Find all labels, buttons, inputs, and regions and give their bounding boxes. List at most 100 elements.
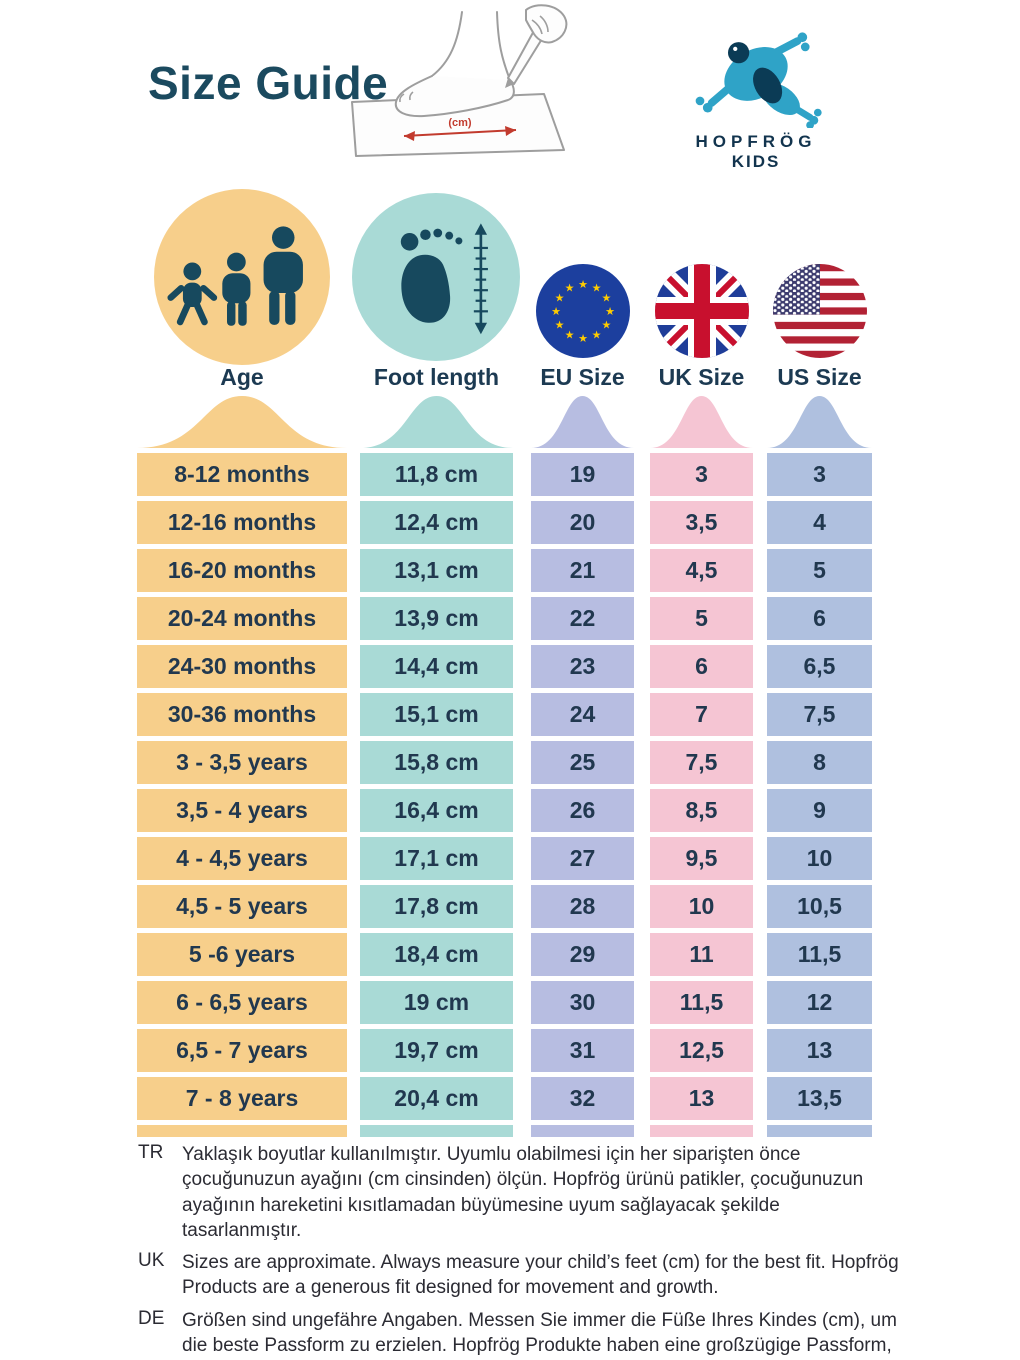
table-cell-foot: 12,4 cm xyxy=(360,501,513,544)
note-uk: UK Sizes are approximate. Always measure… xyxy=(138,1250,902,1301)
table-cell-foot: 19 cm xyxy=(360,981,513,1024)
table-cell-age: 4 - 4,5 years xyxy=(137,837,347,880)
table-cell-uk: 12,5 xyxy=(650,1029,753,1072)
table-cell-eu: 26 xyxy=(531,789,634,832)
column-cells-uk: 3 3,5 4,5 5 6 7 7,5 8,5 9,5 10 11 11,5 12,5 13 xyxy=(650,453,753,1137)
table-cell-partial-eu xyxy=(531,1125,634,1137)
table-cell-partial-age xyxy=(137,1125,347,1137)
table-cell-eu: 28 xyxy=(531,885,634,928)
table-cell-age: 4,5 - 5 years xyxy=(137,885,347,928)
column-foot-length: 11,8 cm 12,4 cm 13,1 cm 13,9 cm 14,4 cm 15,1 … xyxy=(360,396,513,1137)
svg-text:★: ★ xyxy=(555,292,565,305)
table-cell-foot: 17,1 cm xyxy=(360,837,513,880)
table-cell-age: 16-20 months xyxy=(137,549,347,592)
column-cells-eu: 19 20 21 22 23 24 25 26 27 28 29 30 31 32 xyxy=(531,453,634,1137)
table-cell-us: 5 xyxy=(767,549,872,592)
eu-flag-icon: ★ ★ ★ ★ ★ ★ ★ ★ ★ ★ ★ ★ xyxy=(536,264,630,358)
table-cell-uk: 3 xyxy=(650,453,753,496)
foot-ruler-icon xyxy=(400,223,488,335)
table-cell-uk: 8,5 xyxy=(650,789,753,832)
column-cells-foot: 11,8 cm 12,4 cm 13,1 cm 13,9 cm 14,4 cm 15,1 … xyxy=(360,453,513,1137)
table-cell-us: 9 xyxy=(767,789,872,832)
table-cell-us: 8 xyxy=(767,741,872,784)
table-cell-age: 3,5 - 4 years xyxy=(137,789,347,832)
brand-name: HOPFRÖG xyxy=(695,132,817,151)
note-tr: TR Yaklaşık boyutlar kullanılmıştır. Uyu… xyxy=(138,1142,902,1243)
table-cell-uk: 4,5 xyxy=(650,549,753,592)
column-cells-us: 3 4 5 6 6,5 7,5 8 9 10 10,5 11,5 12 13 13,5 xyxy=(767,453,872,1137)
svg-text:★: ★ xyxy=(565,328,575,341)
footnotes: TR Yaklaşık boyutlar kullanılmıştır. Uyu… xyxy=(138,1142,902,1360)
table-cell-eu: 19 xyxy=(531,453,634,496)
table-cell-uk: 10 xyxy=(650,885,753,928)
svg-text:★: ★ xyxy=(592,328,602,341)
table-cell-foot: 17,8 cm xyxy=(360,885,513,928)
svg-text:★: ★ xyxy=(592,282,602,295)
table-cell-uk: 5 xyxy=(650,597,753,640)
table-cell-age: 8-12 months xyxy=(137,453,347,496)
column-label-foot: Foot length xyxy=(373,364,500,390)
table-cell-foot: 16,4 cm xyxy=(360,789,513,832)
column-arch xyxy=(650,396,753,448)
table-cell-age: 20-24 months xyxy=(137,597,347,640)
table-cell-eu: 21 xyxy=(531,549,634,592)
table-cell-foot: 15,1 cm xyxy=(360,693,513,736)
svg-text:★: ★ xyxy=(601,319,611,332)
family-icon xyxy=(167,226,303,326)
note-text: Sizes are approximate. Always measure yo… xyxy=(182,1252,899,1299)
table-cell-age: 7 - 8 years xyxy=(137,1077,347,1120)
table-cell-us: 13,5 xyxy=(767,1077,872,1120)
frog-logo-icon xyxy=(695,32,822,128)
table-cell-uk: 13 xyxy=(650,1077,753,1120)
brand-logo: HOPFRÖG KIDS xyxy=(668,16,844,172)
table-cell-uk: 9,5 xyxy=(650,837,753,880)
column-label-age: Age xyxy=(220,364,264,390)
table-cell-eu: 25 xyxy=(531,741,634,784)
table-cell-age: 6,5 - 7 years xyxy=(137,1029,347,1072)
note-text: Größen sind ungefähre Angaben. Messen Si… xyxy=(182,1309,897,1356)
cm-dimension-arrow: (cm) xyxy=(403,117,517,141)
column-arch xyxy=(360,396,513,448)
svg-text:★: ★ xyxy=(565,282,575,295)
table-cell-age: 5 -6 years xyxy=(137,933,347,976)
us-flag-icon xyxy=(773,264,867,358)
table-cell-foot: 11,8 cm xyxy=(360,453,513,496)
table-cell-eu: 32 xyxy=(531,1077,634,1120)
table-cell-foot: 13,1 cm xyxy=(360,549,513,592)
svg-text:★: ★ xyxy=(605,305,615,318)
table-cell-eu: 24 xyxy=(531,693,634,736)
note-label: TR xyxy=(138,1142,164,1163)
column-us-size: 3 4 5 6 6,5 7,5 8 9 10 10,5 11,5 12 13 13,5 xyxy=(767,396,872,1137)
column-age: 8-12 months 12-16 months 16-20 months 20-24… xyxy=(137,396,347,1137)
cm-label: (cm) xyxy=(448,117,472,129)
page-title: Size Guide xyxy=(148,57,389,109)
table-cell-us: 12 xyxy=(767,981,872,1024)
table-cell-us: 10,5 xyxy=(767,885,872,928)
table-cell-foot: 14,4 cm xyxy=(360,645,513,688)
table-cell-foot: 18,4 cm xyxy=(360,933,513,976)
table-cell-us: 10 xyxy=(767,837,872,880)
brand-sub-name: KIDS xyxy=(731,152,781,171)
table-cell-eu: 30 xyxy=(531,981,634,1024)
foot-measuring-illustration: (cm) xyxy=(351,4,568,157)
column-cells-age: 8-12 months 12-16 months 16-20 months 20-24… xyxy=(137,453,347,1137)
column-label-us: US Size xyxy=(777,364,862,390)
table-cell-us: 7,5 xyxy=(767,693,872,736)
table-cell-foot: 15,8 cm xyxy=(360,741,513,784)
table-cell-us: 13 xyxy=(767,1029,872,1072)
table-cell-eu: 22 xyxy=(531,597,634,640)
svg-text:★: ★ xyxy=(601,292,611,305)
note-label: UK xyxy=(138,1250,165,1272)
table-cell-age: 30-36 months xyxy=(137,693,347,736)
foot-length-circle xyxy=(352,193,520,361)
column-label-uk: UK Size xyxy=(658,364,745,390)
table-cell-uk: 11 xyxy=(650,933,753,976)
table-cell-age: 12-16 months xyxy=(137,501,347,544)
foot-outline xyxy=(394,75,515,118)
table-cell-partial-uk xyxy=(650,1125,753,1137)
column-eu-size: 19 20 21 22 23 24 25 26 27 28 29 30 31 32 xyxy=(531,396,634,1137)
table-cell-eu: 29 xyxy=(531,933,634,976)
svg-text:★: ★ xyxy=(578,332,588,345)
note-de: DE Größen sind ungefähre Angaben. Messen… xyxy=(138,1308,902,1360)
table-cell-us: 6 xyxy=(767,597,872,640)
